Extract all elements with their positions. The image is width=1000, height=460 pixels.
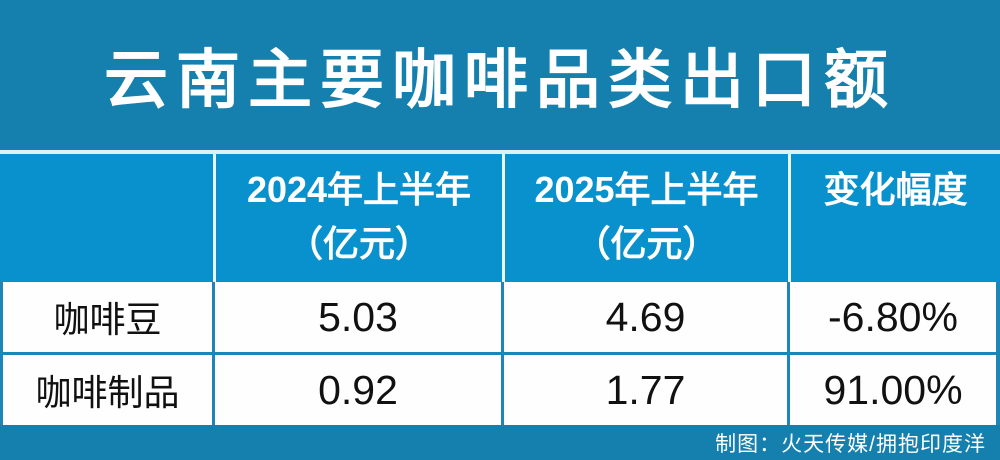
row-coffee-beans-2024-value: 5.03 (215, 282, 501, 352)
row-coffee-products-2025-value: 1.77 (504, 355, 787, 425)
footer-strip: 制图：火天传媒/拥抱印度洋 (0, 425, 1000, 460)
row-coffee-products-label: 咖啡制品 (3, 355, 212, 425)
column-header-2024: 2024年上半年 （亿元） (213, 154, 502, 282)
table-header-row: 2024年上半年 （亿元） 2025年上半年 （亿元） 变化幅度 (0, 154, 1000, 282)
column-header-change-line1: 变化幅度 (823, 169, 968, 210)
row-coffee-products-2024-value: 0.92 (215, 355, 501, 425)
table-top-divider (0, 150, 1000, 154)
column-header-2025: 2025年上半年 （亿元） (502, 154, 788, 282)
row-coffee-beans-2025-value: 4.69 (504, 282, 787, 352)
column-header-empty (0, 154, 213, 282)
column-header-2024-line1: 2024年上半年 (246, 169, 472, 210)
column-header-change: 变化幅度 (788, 154, 1000, 282)
title-area: 云南主要咖啡品类出口额 (0, 0, 1000, 150)
column-header-2025-line1: 2025年上半年 (534, 169, 759, 210)
table-body: 咖啡豆 5.03 4.69 -6.80% 咖啡制品 0.92 1.77 91.0… (0, 282, 1000, 425)
row-coffee-beans-change-value: -6.80% (790, 282, 996, 352)
credit-text: 制图：火天传媒/拥抱印度洋 (715, 432, 986, 456)
column-header-2024-line2: （亿元） (286, 223, 431, 264)
page-title: 云南主要咖啡品类出口额 (104, 43, 896, 118)
column-header-2025-line2: （亿元） (574, 223, 719, 264)
data-table: 2024年上半年 （亿元） 2025年上半年 （亿元） 变化幅度 咖啡豆 5.0… (0, 150, 1000, 425)
row-coffee-products-change-value: 91.00% (790, 355, 996, 425)
row-coffee-beans-label: 咖啡豆 (3, 282, 212, 352)
